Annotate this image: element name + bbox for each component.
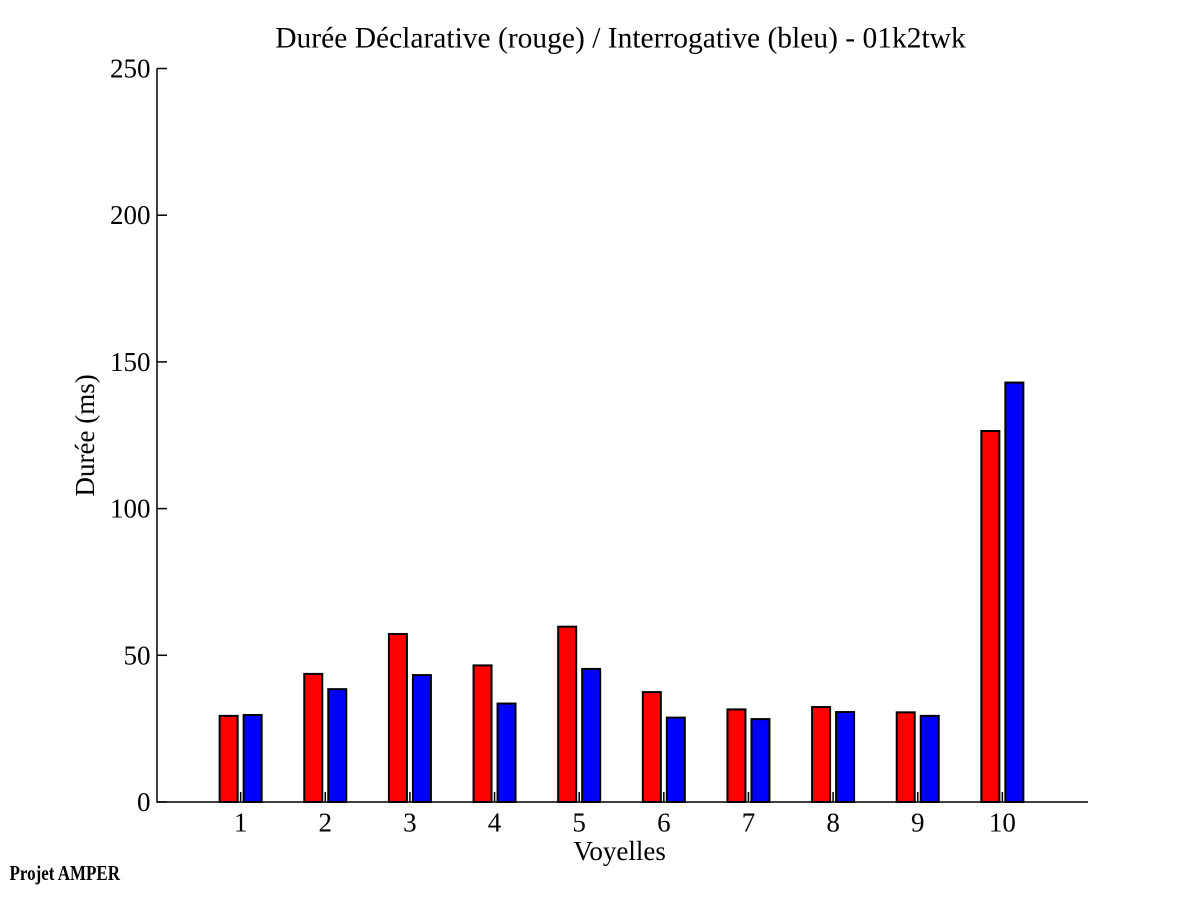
svg-text:9: 9 — [911, 808, 925, 838]
svg-text:50: 50 — [124, 640, 151, 670]
svg-text:2: 2 — [319, 808, 333, 838]
svg-text:7: 7 — [742, 808, 756, 838]
svg-text:Durée (ms): Durée (ms) — [70, 374, 100, 496]
svg-text:Projet AMPER: Projet AMPER — [10, 861, 121, 885]
svg-text:250: 250 — [110, 54, 151, 84]
svg-text:Voyelles: Voyelles — [573, 836, 666, 866]
svg-text:3: 3 — [403, 808, 417, 838]
svg-text:Durée Déclarative (rouge) / In: Durée Déclarative (rouge) / Interrogativ… — [275, 23, 966, 55]
svg-text:4: 4 — [488, 808, 502, 838]
svg-text:5: 5 — [572, 808, 586, 838]
svg-text:100: 100 — [110, 494, 151, 524]
svg-text:150: 150 — [110, 347, 151, 377]
svg-text:8: 8 — [826, 808, 840, 838]
svg-text:0: 0 — [137, 787, 151, 817]
svg-text:1: 1 — [234, 808, 248, 838]
svg-text:200: 200 — [110, 200, 151, 230]
svg-text:10: 10 — [989, 808, 1016, 838]
svg-text:6: 6 — [657, 808, 671, 838]
